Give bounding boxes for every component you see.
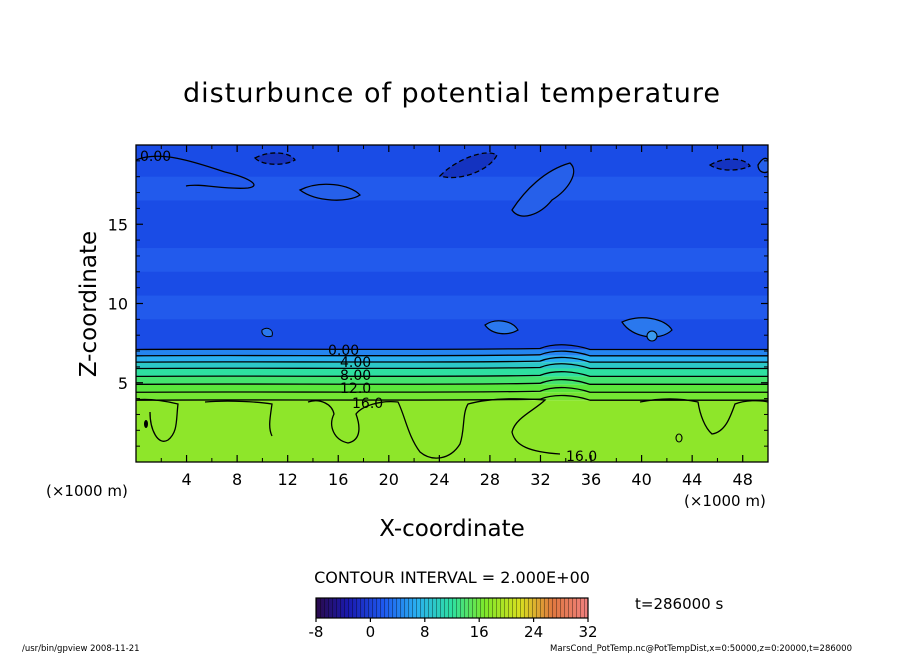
field-layer (136, 392, 768, 401)
layer-contour (136, 356, 768, 363)
zero-contour (298, 183, 361, 201)
layer-contour (136, 394, 768, 401)
x-unit-right: (×1000 m) (684, 492, 766, 510)
contour-label: 12.0 (340, 381, 371, 397)
zero-contour (621, 317, 673, 338)
zero-contour (136, 155, 255, 190)
field-layer (136, 362, 768, 369)
sixteen-contour (144, 420, 148, 428)
field-band (136, 176, 768, 201)
x-tick-label: 20 (379, 470, 399, 489)
x-ticks: 4 8 12 16 20 24 28 32 36 40 44 48 (160, 145, 753, 489)
x-axis-label: X-coordinate (379, 516, 525, 542)
x-tick-label: 12 (278, 470, 298, 489)
y-tick-label: 15 (108, 215, 128, 234)
zero-contour (261, 327, 273, 338)
contour-label: 16.0 (352, 396, 383, 412)
chart-title: disturbunce of potential temperature (183, 78, 721, 109)
footer-program: /usr/bin/gpview 2008-11-21 (22, 644, 140, 654)
colorbar-frame (315, 597, 589, 619)
field-layers (136, 145, 768, 462)
contour-features (136, 152, 768, 342)
contour-label: 4.00 (340, 355, 371, 371)
x-tick-label: 4 (181, 470, 191, 489)
contour-label: 0.00 (328, 343, 359, 359)
layer-contour (136, 371, 768, 378)
time-label: t=286000 s (635, 595, 723, 613)
colorbar-tick-label: 8 (420, 623, 430, 641)
field-band (136, 295, 768, 320)
layer-contour (136, 386, 768, 393)
field-layer (136, 376, 768, 385)
layer-contour (136, 363, 768, 370)
dashed-contour (253, 152, 296, 165)
lower-contours (136, 344, 768, 459)
contour-label: 0.00 (140, 149, 171, 165)
dashed-contour (708, 158, 751, 171)
colorbar-ticks: -8 0 8 16 24 32 (309, 618, 598, 641)
dashed-contour (438, 152, 498, 179)
layer-contour (136, 379, 768, 385)
layer-contour (136, 350, 768, 357)
colorbar-tick-label: -8 (309, 623, 324, 641)
contour-label: 16.0 (566, 449, 597, 465)
x-tick-label: 40 (631, 470, 651, 489)
x-tick-label: 36 (581, 470, 601, 489)
x-unit-left: (×1000 m) (46, 482, 128, 500)
zero-contour (646, 330, 658, 342)
zero-contour (511, 162, 575, 217)
field-layer (136, 145, 768, 350)
x-tick-label: 32 (530, 470, 550, 489)
contour-label: 8.00 (340, 368, 371, 384)
x-tick-label: 24 (429, 470, 449, 489)
sixteen-contour (675, 433, 683, 443)
field-layer (136, 368, 768, 377)
x-tick-label: 16 (328, 470, 348, 489)
zero-contour (757, 157, 768, 174)
field-layer (136, 384, 768, 393)
x-tick-label: 28 (480, 470, 500, 489)
contour-interval: CONTOUR INTERVAL = 2.000E+00 (314, 568, 590, 587)
footer-source: MarsCond_PotTemp.nc@PotTempDist,x=0:5000… (550, 644, 852, 654)
field-layer (136, 400, 768, 462)
colorbar-tick-label: 32 (578, 623, 597, 641)
y-tick-label: 5 (118, 374, 128, 393)
layer-contour (136, 344, 768, 351)
field-layer (136, 355, 768, 363)
colorbar-stripes (316, 598, 588, 618)
x-tick-label: 44 (682, 470, 702, 489)
field-band (136, 248, 768, 272)
x-tick-label: 48 (733, 470, 753, 489)
zero-contour (484, 320, 519, 335)
colorbar: -8 0 8 16 24 32 (309, 597, 598, 641)
field-layer (136, 349, 768, 356)
sixteen-contour (136, 398, 768, 459)
y-axis-label: Z-coordinate (76, 231, 102, 377)
colorbar-tick-label: 16 (470, 623, 489, 641)
colorbar-tick-label: 24 (524, 623, 543, 641)
y-ticks: 5 10 15 (108, 160, 768, 447)
x-tick-label: 8 (232, 470, 242, 489)
colorbar-tick-label: 0 (366, 623, 376, 641)
y-tick-label: 10 (108, 295, 128, 314)
